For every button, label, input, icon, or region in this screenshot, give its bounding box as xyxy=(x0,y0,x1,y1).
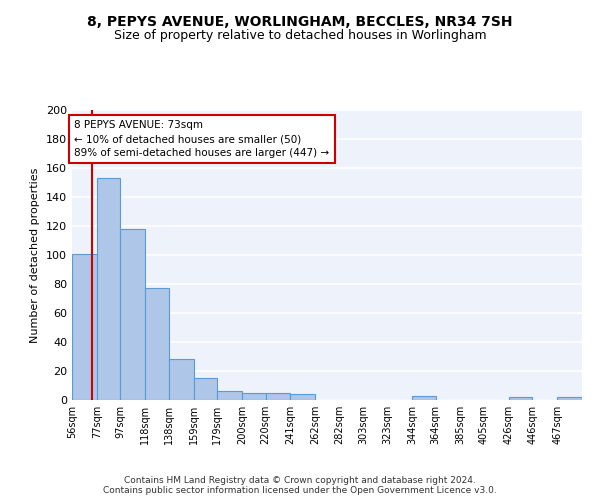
Text: Size of property relative to detached houses in Worlingham: Size of property relative to detached ho… xyxy=(113,29,487,42)
Bar xyxy=(169,360,194,400)
Bar xyxy=(97,178,121,400)
Bar xyxy=(266,393,290,400)
Bar xyxy=(72,254,97,400)
Bar xyxy=(145,288,169,400)
Text: Contains HM Land Registry data © Crown copyright and database right 2024.: Contains HM Land Registry data © Crown c… xyxy=(124,476,476,485)
Bar xyxy=(412,396,436,400)
Bar xyxy=(121,229,145,400)
Bar xyxy=(290,394,315,400)
Y-axis label: Number of detached properties: Number of detached properties xyxy=(31,168,40,342)
Bar xyxy=(217,392,242,400)
Bar xyxy=(242,393,266,400)
Bar xyxy=(509,397,532,400)
Text: 8, PEPYS AVENUE, WORLINGHAM, BECCLES, NR34 7SH: 8, PEPYS AVENUE, WORLINGHAM, BECCLES, NR… xyxy=(87,15,513,29)
Bar xyxy=(194,378,217,400)
Text: 8 PEPYS AVENUE: 73sqm
← 10% of detached houses are smaller (50)
89% of semi-deta: 8 PEPYS AVENUE: 73sqm ← 10% of detached … xyxy=(74,120,329,158)
Bar xyxy=(557,397,582,400)
Text: Contains public sector information licensed under the Open Government Licence v3: Contains public sector information licen… xyxy=(103,486,497,495)
